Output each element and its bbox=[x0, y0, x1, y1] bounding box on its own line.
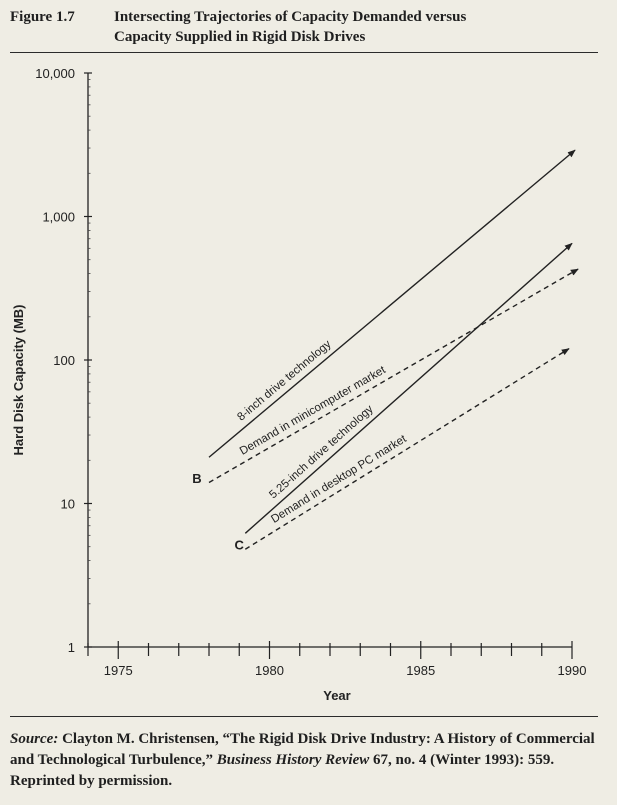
x-tick-label: 1990 bbox=[558, 663, 587, 678]
series-line-demand-in-desktop-pc-market bbox=[244, 348, 570, 550]
source-note: Source: Clayton M. Christensen, “The Rig… bbox=[10, 729, 608, 792]
y-tick-label: 100 bbox=[53, 353, 75, 368]
chart: 1 10 100 1,000 10,000 1975 1980 1985 1990 Year Ha… bbox=[11, 66, 587, 703]
figure-title-line-1: Intersecting Trajectories of Capacity De… bbox=[114, 9, 467, 25]
series-line-demand-in-minicomputer-market bbox=[208, 268, 579, 484]
source-label: Source: bbox=[10, 731, 59, 747]
x-tick-label: 1980 bbox=[255, 663, 284, 678]
series-line-5-25-inch-drive-technology bbox=[244, 242, 573, 534]
source-journal: Business History Review bbox=[216, 752, 370, 768]
y-tick-label: 10,000 bbox=[35, 66, 75, 81]
annotation-c: C bbox=[235, 537, 245, 552]
y-tick-label: 1 bbox=[68, 640, 75, 655]
figure-title-line-2: Capacity Supplied in Rigid Disk Drives bbox=[114, 29, 366, 45]
annotation-b: B bbox=[192, 471, 201, 486]
x-tick-label: 1975 bbox=[104, 663, 133, 678]
figure-label: Figure 1.7 bbox=[10, 9, 75, 25]
top-rule bbox=[10, 52, 598, 53]
y-tick-label: 10 bbox=[61, 497, 75, 512]
x-axis-title: Year bbox=[323, 688, 350, 703]
source-text-2: 67, no. 4 (Winter 1993): 559. Reprinted … bbox=[10, 752, 555, 789]
y-axis-title: Hard Disk Capacity (MB) bbox=[11, 305, 26, 456]
bottom-rule bbox=[10, 716, 598, 717]
x-tick-label: 1985 bbox=[406, 663, 435, 678]
y-tick-label: 1,000 bbox=[42, 210, 75, 225]
series-line-8-inch-drive-technology bbox=[208, 149, 576, 458]
source-text-1: Clayton M. Christensen, “The Rigid Disk … bbox=[10, 731, 595, 768]
